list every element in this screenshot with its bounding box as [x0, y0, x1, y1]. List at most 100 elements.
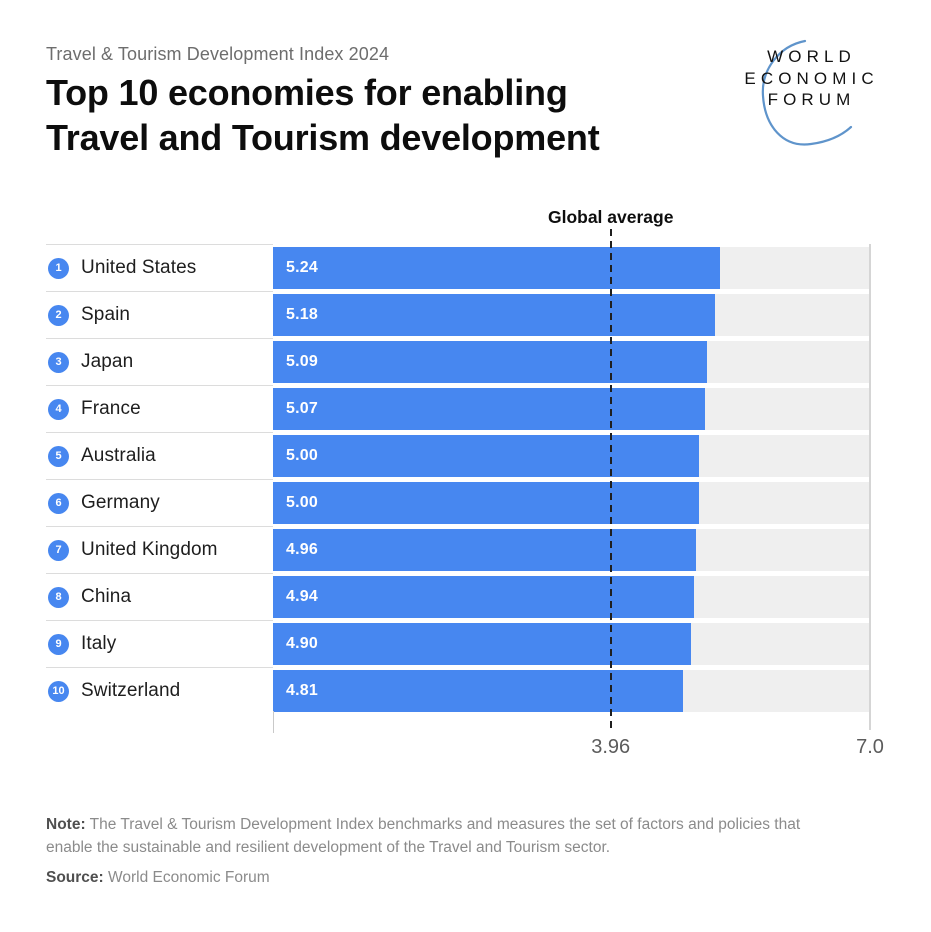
rank-badge: 6: [48, 492, 69, 514]
value-bar: 4.81: [273, 669, 684, 712]
rank-badge: 8: [48, 586, 69, 608]
chart-row: 4 France 5.07: [46, 385, 870, 432]
chart-row: 9 Italy 4.90: [46, 620, 870, 667]
chart-row: 6 Germany 5.00: [46, 479, 870, 526]
row-label-cell: 9 Italy: [46, 620, 273, 667]
row-label-cell: 2 Spain: [46, 291, 273, 338]
bar-track: 5.09: [273, 340, 870, 383]
country-label: Spain: [81, 304, 131, 325]
source-label: Source:: [46, 869, 104, 886]
bar-track: 5.00: [273, 481, 870, 524]
chart-row: 1 United States 5.24: [46, 244, 870, 291]
country-label: Italy: [81, 633, 117, 654]
wef-logo-text: WORLD ECONOMIC FORUM: [731, 38, 887, 111]
bar-area: 5.00: [273, 432, 870, 479]
bar-area: 4.90: [273, 620, 870, 667]
bar-value-label: 4.96: [286, 540, 318, 558]
page-title: Top 10 economies for enabling Travel and …: [46, 70, 600, 160]
page-title-line1: Top 10 economies for enabling: [46, 72, 568, 113]
chart-rows: 1 United States 5.24 2 Spain 5.18 3: [46, 244, 870, 714]
value-bar: 4.94: [273, 575, 695, 618]
chart-row: 10 Switzerland 4.81: [46, 667, 870, 714]
bar-area: 4.94: [273, 573, 870, 620]
axis-origin-tick: [272, 711, 274, 733]
bar-area: 5.18: [273, 291, 870, 338]
value-bar: 5.00: [273, 434, 700, 477]
axis-label-global-average: 3.96: [591, 736, 631, 758]
rank-badge: 7: [48, 539, 69, 561]
country-label: United Kingdom: [81, 539, 218, 560]
source-text: World Economic Forum: [108, 869, 270, 886]
value-bar: 5.07: [273, 387, 706, 430]
bar-value-label: 5.09: [286, 352, 318, 370]
source: Source: World Economic Forum: [46, 866, 828, 889]
chart-row: 7 United Kingdom 4.96: [46, 526, 870, 573]
bar-area: 4.96: [273, 526, 870, 573]
bar-area: 5.09: [273, 338, 870, 385]
bar-value-label: 4.90: [286, 634, 318, 652]
country-label: Japan: [81, 351, 134, 372]
global-average-dashed-line: [609, 229, 612, 731]
bar-area: 4.81: [273, 667, 870, 714]
row-label-cell: 5 Australia: [46, 432, 273, 479]
rank-badge: 4: [48, 398, 69, 420]
rank-badge: 1: [48, 257, 69, 279]
row-label-cell: 7 United Kingdom: [46, 526, 273, 573]
row-label-cell: 8 China: [46, 573, 273, 620]
row-label-cell: 4 France: [46, 385, 273, 432]
bar-value-label: 5.07: [286, 399, 318, 417]
value-bar: 4.90: [273, 622, 691, 665]
bar-area: 5.00: [273, 479, 870, 526]
country-label: Australia: [81, 445, 156, 466]
wef-logo-line1: WORLD: [767, 47, 856, 66]
wef-logo-arc-icon: [761, 39, 853, 146]
note-text: The Travel & Tourism Development Index b…: [46, 816, 801, 856]
chart-row: 2 Spain 5.18: [46, 291, 870, 338]
value-bar: 5.24: [273, 246, 720, 289]
bar-value-label: 5.24: [286, 258, 318, 276]
bar-value-label: 5.00: [286, 493, 318, 511]
value-bar: 5.00: [273, 481, 700, 524]
rank-badge: 3: [48, 351, 69, 373]
row-label-cell: 6 Germany: [46, 479, 273, 526]
axis-label-max: 7.0: [856, 736, 884, 758]
country-label: China: [81, 586, 132, 607]
global-average-label: Global average: [547, 207, 674, 227]
row-label-cell: 10 Switzerland: [46, 667, 273, 714]
bar-value-label: 4.94: [286, 587, 318, 605]
chart-row: 5 Australia 5.00: [46, 432, 870, 479]
rank-badge: 5: [48, 445, 69, 467]
row-label-cell: 1 United States: [46, 244, 273, 291]
country-label: France: [81, 398, 141, 419]
row-label-cell: 3 Japan: [46, 338, 273, 385]
wef-logo-line2: ECONOMIC: [744, 68, 879, 88]
bar-value-label: 5.00: [286, 446, 318, 464]
bar-track: 4.94: [273, 575, 870, 618]
bar-value-label: 5.18: [286, 305, 318, 323]
note-label: Note:: [46, 816, 86, 833]
bar-track: 5.07: [273, 387, 870, 430]
value-bar: 5.18: [273, 293, 715, 336]
country-label: Germany: [81, 492, 160, 513]
value-bar: 4.96: [273, 528, 697, 571]
rank-badge: 2: [48, 304, 69, 326]
footer: Note: The Travel & Tourism Development I…: [46, 813, 828, 889]
kicker: Travel & Tourism Development Index 2024: [46, 44, 390, 64]
value-bar: 5.09: [273, 340, 708, 383]
chart-row: 8 China 4.94: [46, 573, 870, 620]
page-title-line2: Travel and Tourism development: [46, 117, 600, 158]
bar-track: 5.18: [273, 293, 870, 336]
chart-row: 3 Japan 5.09: [46, 338, 870, 385]
bar-value-label: 4.81: [286, 681, 318, 699]
country-label: Switzerland: [81, 680, 181, 701]
rank-badge: 9: [48, 633, 69, 655]
bar-track: 4.90: [273, 622, 870, 665]
bar-track: 4.81: [273, 669, 870, 712]
rank-badge: 10: [48, 680, 69, 702]
wef-logo: WORLD ECONOMIC FORUM: [731, 38, 887, 173]
bar-track: 4.96: [273, 528, 870, 571]
wef-logo-line3: FORUM: [767, 90, 856, 109]
axis-max-gridline: [869, 244, 871, 730]
